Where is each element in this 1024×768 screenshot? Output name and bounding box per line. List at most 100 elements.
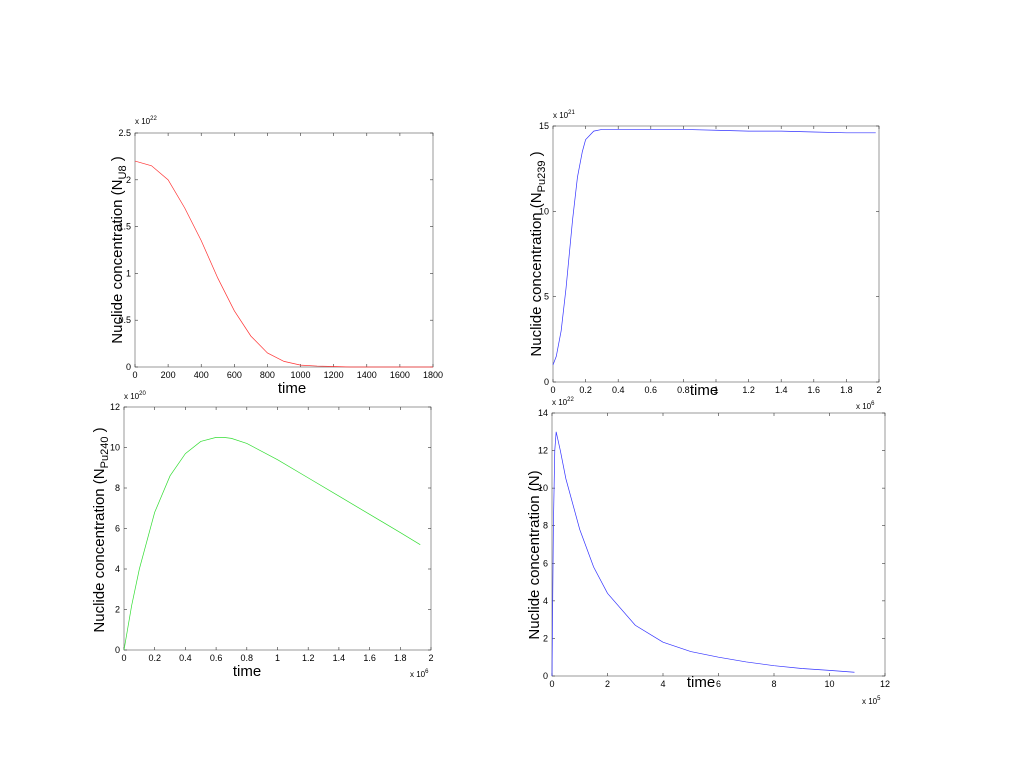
y-tick-label: 10 bbox=[110, 443, 120, 453]
x-tick-label: 200 bbox=[161, 370, 176, 380]
y-label-suffix: ) bbox=[528, 151, 545, 160]
y-tick-label: 2 bbox=[115, 605, 120, 615]
x-tick-label: 1 bbox=[713, 385, 718, 395]
x-axis-label: time bbox=[278, 380, 306, 397]
data-line bbox=[123, 437, 421, 651]
y-tick-label: 8 bbox=[115, 483, 120, 493]
x-tick-label: 0.2 bbox=[579, 385, 592, 395]
axis-multiplier: x 1021 bbox=[553, 110, 575, 120]
axis-multiplier: x 1022 bbox=[552, 397, 574, 407]
y-tick-label: 10 bbox=[539, 206, 549, 216]
x-tick-label: 1 bbox=[275, 653, 280, 663]
y-tick-label: 12 bbox=[538, 446, 548, 456]
y-tick-label: 4 bbox=[543, 596, 548, 606]
axes-box bbox=[551, 412, 886, 677]
y-label-text: Nuclide concentration (N bbox=[109, 179, 126, 343]
x-tick-label: 1800 bbox=[423, 370, 443, 380]
subplot: 0 0.2 0.4 0.6 0.8 1 1.2 1.4 1.6 1.8 2024681012time… bbox=[91, 391, 434, 680]
axis-multiplier: x 1022 bbox=[135, 116, 157, 126]
axes-box bbox=[123, 406, 432, 651]
y-tick-label: 6 bbox=[115, 524, 120, 534]
x-tick-label: 2 bbox=[428, 653, 433, 663]
y-tick-label: 2.5 bbox=[118, 128, 131, 138]
x-tick-label: 0 bbox=[550, 385, 555, 395]
multiplier-exponent: 20 bbox=[139, 391, 146, 397]
multiplier-base: x 10 bbox=[553, 111, 569, 120]
data-line bbox=[552, 129, 876, 366]
y-tick-label: 0.5 bbox=[118, 315, 131, 325]
y-tick-label: 5 bbox=[544, 292, 549, 302]
y-axis-label: Nuclide concentration (NPu239 ) bbox=[528, 151, 548, 356]
x-axis-label: time bbox=[687, 674, 715, 691]
x-tick-label: 0.4 bbox=[612, 385, 625, 395]
x-tick-label: 1.8 bbox=[840, 385, 853, 395]
multiplier-base: x 10 bbox=[856, 402, 872, 411]
y-tick-label: 1 bbox=[126, 268, 131, 278]
x-tick-label: 1.4 bbox=[775, 385, 788, 395]
x-tick-label: 400 bbox=[194, 370, 209, 380]
x-tick-label: 1.6 bbox=[808, 385, 821, 395]
y-tick-label: 4 bbox=[115, 564, 120, 574]
axes-box bbox=[552, 125, 880, 383]
multiplier-exponent: 5 bbox=[877, 696, 881, 702]
x-axis-label: time bbox=[690, 382, 718, 399]
x-tick-label: 1600 bbox=[390, 370, 410, 380]
y-label-suffix: ) bbox=[109, 156, 126, 165]
x-tick-label: 4 bbox=[660, 679, 665, 689]
axis-multiplier: x 1020 bbox=[124, 391, 146, 401]
y-tick-label: 0 bbox=[126, 362, 131, 372]
data-line bbox=[134, 160, 433, 368]
multiplier-base: x 10 bbox=[552, 398, 568, 407]
y-tick-label: 2 bbox=[543, 633, 548, 643]
x-tick-label: 12 bbox=[880, 679, 890, 689]
x-tick-label: 1.8 bbox=[394, 653, 407, 663]
x-tick-label: 0.4 bbox=[179, 653, 192, 663]
multiplier-base: x 10 bbox=[410, 670, 426, 679]
subplot: 0 2 4 6 8 10 12 0 2 4 6 8 10 12 14 time Nuclide concentr… bbox=[526, 397, 890, 706]
y-label-subscript: Pu240 bbox=[99, 437, 111, 469]
axes-box bbox=[134, 132, 434, 368]
y-label-text: Nuclide concentration (N bbox=[528, 192, 545, 356]
y-tick-label: 12 bbox=[110, 402, 120, 412]
multiplier-exponent: 6 bbox=[871, 401, 875, 407]
multiplier-exponent: 22 bbox=[567, 397, 574, 403]
x-tick-label: 0 bbox=[549, 679, 554, 689]
x-tick-label: 1.6 bbox=[363, 653, 376, 663]
x-tick-label: 1200 bbox=[324, 370, 344, 380]
x-tick-label: 0 bbox=[121, 653, 126, 663]
x-tick-label: 1.2 bbox=[302, 653, 315, 663]
x-tick-label: 0 bbox=[132, 370, 137, 380]
y-tick-label: 1.5 bbox=[118, 222, 131, 232]
data-line bbox=[551, 431, 855, 677]
x-tick-label: 8 bbox=[771, 679, 776, 689]
x-tick-label: 1000 bbox=[291, 370, 311, 380]
multiplier-base: x 10 bbox=[124, 392, 140, 401]
x-tick-label: 0.2 bbox=[148, 653, 161, 663]
y-tick-label: 8 bbox=[543, 521, 548, 531]
x-tick-label: 1.4 bbox=[333, 653, 346, 663]
y-tick-label: 14 bbox=[538, 408, 548, 418]
y-tick-label: 6 bbox=[543, 558, 548, 568]
x-tick-label: 6 bbox=[716, 679, 721, 689]
y-label-subscript: U8 bbox=[117, 165, 129, 179]
x-tick-label: 1400 bbox=[357, 370, 377, 380]
x-tick-label: 10 bbox=[824, 679, 834, 689]
x-axis-label: time bbox=[233, 663, 261, 680]
y-label-text: Nuclide concentration (N bbox=[91, 468, 108, 632]
axis-multiplier: x 106 bbox=[410, 669, 429, 679]
x-tick-label: 0.6 bbox=[645, 385, 658, 395]
x-tick-label: 800 bbox=[260, 370, 275, 380]
x-tick-label: 0.8 bbox=[241, 653, 254, 663]
multiplier-exponent: 21 bbox=[568, 110, 575, 116]
y-axis-label: Nuclide concentration (N) bbox=[526, 470, 543, 639]
subplot: 0 200 400 600 800 1000 1200 1400 1600 1800 0 0.5 1 1.… bbox=[109, 116, 443, 397]
y-tick-label: 0 bbox=[544, 377, 549, 387]
subplot: 0 0.2 0.4 0.6 0.8 1 1.2 1.4 1.6 1.8 2 0 5 10 15 time Nuc… bbox=[528, 110, 882, 411]
multiplier-base: x 10 bbox=[862, 697, 878, 706]
x-tick-label: 0.8 bbox=[677, 385, 690, 395]
x-tick-label: 2 bbox=[605, 679, 610, 689]
axis-multiplier: x 106 bbox=[856, 401, 875, 411]
x-tick-label: 1.2 bbox=[742, 385, 755, 395]
x-tick-label: 600 bbox=[227, 370, 242, 380]
